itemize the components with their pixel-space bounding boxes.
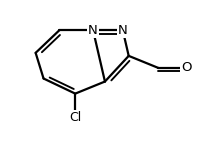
Text: Cl: Cl (69, 111, 81, 124)
Text: O: O (181, 61, 191, 74)
Text: N: N (88, 24, 98, 37)
Text: N: N (118, 24, 128, 37)
